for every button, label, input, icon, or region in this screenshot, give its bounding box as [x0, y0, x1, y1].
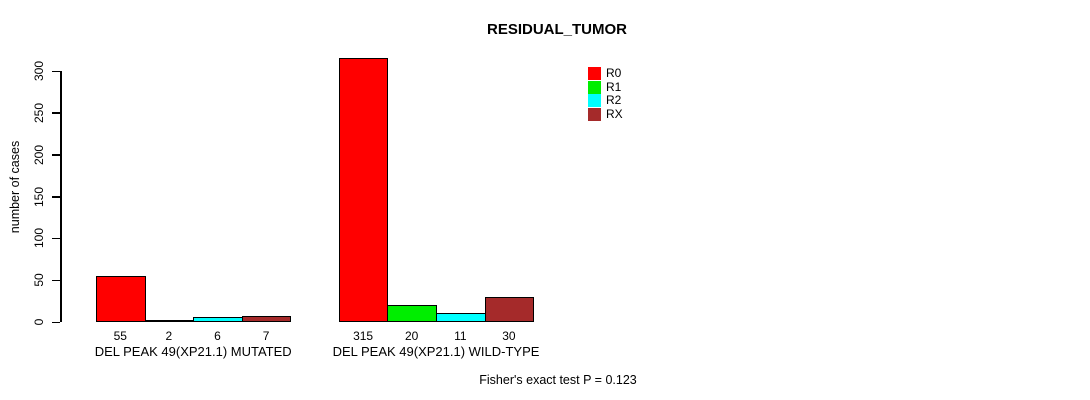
y-axis-label: number of cases: [8, 140, 22, 234]
x-axis-category-label: DEL PEAK 49(XP21.1) MUTATED: [94, 344, 292, 359]
y-axis-tick: [52, 112, 60, 114]
chart-title: RESIDUAL_TUMOR: [486, 21, 628, 38]
x-axis-category-label: DEL PEAK 49(XP21.1) WILD-TYPE: [332, 344, 540, 359]
y-axis-tick: [52, 196, 60, 198]
y-axis-tick-label: 0: [32, 318, 46, 326]
bar-r1-group2: [387, 305, 437, 322]
bar-r2-group2: [436, 312, 486, 322]
bar-r0-group1: [96, 275, 146, 322]
y-axis-tick: [52, 237, 60, 240]
bar-value-label: 2: [165, 329, 173, 343]
bar-value-label: 30: [502, 329, 516, 343]
bar-value-label: 315: [353, 329, 374, 343]
y-axis-tick: [52, 154, 60, 156]
y-axis-tick-label: 200: [32, 144, 46, 165]
y-axis-tick-label: 50: [32, 273, 46, 287]
bar-value-label: 55: [113, 329, 127, 343]
bar-rx-group2: [484, 296, 535, 322]
y-axis-tick: [52, 279, 60, 282]
legend-label-r1: R1: [606, 79, 622, 94]
legend-label-r2: R2: [606, 93, 622, 107]
y-axis-tick: [52, 70, 60, 72]
legend-swatch-r2: [588, 94, 601, 107]
bar-value-label: 6: [214, 329, 221, 343]
fisher-test-annotation: Fisher's exact test P = 0.123: [479, 373, 637, 387]
legend-label-r0: R0: [606, 66, 622, 80]
bar-r1-group1: [144, 320, 195, 323]
y-axis-tick-label: 250: [32, 102, 46, 123]
legend-label-rx: RX: [606, 106, 623, 121]
legend-swatch-r1: [588, 80, 601, 94]
bar-value-label: 11: [454, 329, 467, 343]
bar-value-label: 20: [405, 329, 419, 343]
bar-r0-group2: [338, 58, 389, 322]
y-axis-tick-label: 150: [32, 186, 46, 207]
bar-r2-group1: [193, 316, 243, 322]
bar-rx-group1: [241, 316, 292, 322]
y-axis-tick: [52, 321, 60, 323]
y-axis-line: [60, 71, 62, 322]
legend-swatch-rx: [588, 107, 601, 121]
y-axis-tick-label: 100: [32, 228, 46, 249]
legend-swatch-r0: [588, 67, 601, 80]
bar-value-label: 7: [262, 329, 270, 343]
y-axis-tick-label: 300: [32, 60, 46, 82]
